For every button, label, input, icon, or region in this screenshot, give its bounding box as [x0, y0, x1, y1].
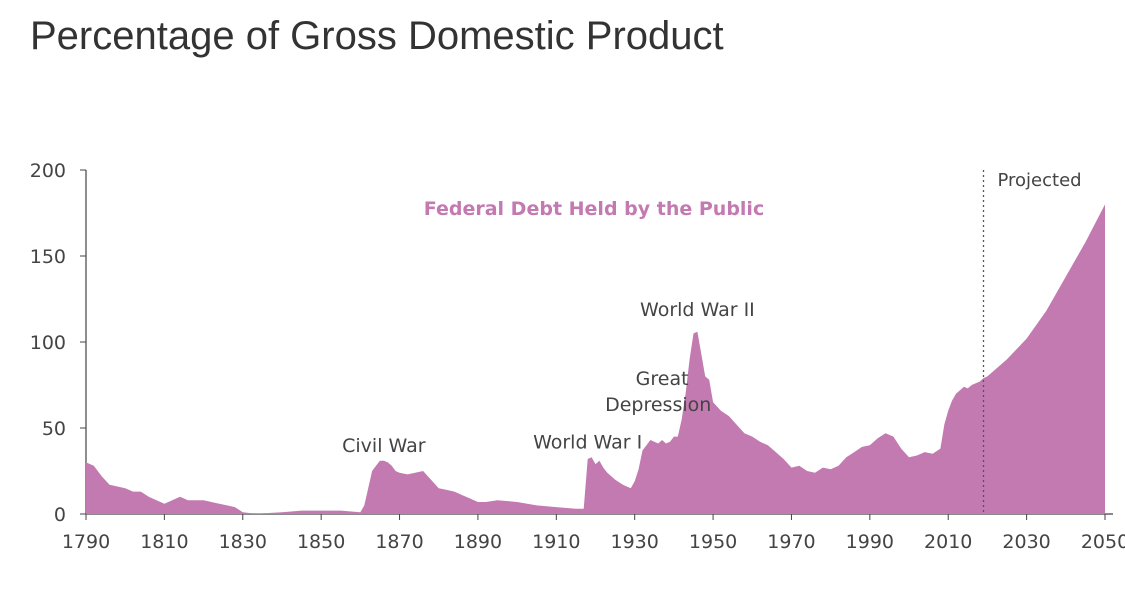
series-label-layer: Federal Debt Held by the Public	[424, 198, 764, 220]
annotation-label: Great	[636, 368, 689, 390]
annotations: Civil War World War I Great Depression World…	[342, 299, 755, 457]
x-tick-label: 1970	[767, 531, 815, 553]
debt-area	[86, 204, 1105, 514]
x-tick-label: 1790	[62, 531, 110, 553]
x-tick-label: 2030	[1002, 531, 1050, 553]
x-tick-label: 1810	[140, 531, 188, 553]
x-tick-label: 2010	[924, 531, 972, 553]
x-tick-label: 1870	[375, 531, 423, 553]
x-tick-label: 1950	[689, 531, 737, 553]
annotation-label: Depression	[605, 394, 711, 416]
y-tick-label: 100	[30, 332, 66, 354]
x-tick-label: 1830	[219, 531, 267, 553]
area-layer	[86, 204, 1105, 514]
y-tick-label: 50	[42, 418, 66, 440]
y-axis-ticks: 0 50 100 150 200	[30, 160, 86, 526]
x-tick-label: 1910	[532, 531, 580, 553]
chart-title: Percentage of Gross Domestic Product	[30, 14, 724, 58]
x-tick-label: 1930	[611, 531, 659, 553]
projection-layer: Projected	[982, 170, 1082, 514]
x-tick-label: 1990	[846, 531, 894, 553]
x-tick-label: 2050	[1081, 531, 1125, 553]
x-axis-ticks: 1790 1810 1830 1850 1870 1890 1910 1930 1950 1970…	[62, 514, 1125, 553]
x-tick-label: 1890	[454, 531, 502, 553]
series-label: Federal Debt Held by the Public	[424, 198, 764, 220]
annotation-label: World War I	[533, 432, 642, 454]
x-tick-label: 1850	[297, 531, 345, 553]
y-tick-label: 0	[54, 504, 66, 526]
y-tick-label: 150	[30, 246, 66, 268]
annotation-label: World War II	[640, 299, 755, 321]
annotation-label: Civil War	[342, 435, 426, 457]
projection-label: Projected	[998, 170, 1082, 191]
y-tick-label: 200	[30, 160, 66, 182]
